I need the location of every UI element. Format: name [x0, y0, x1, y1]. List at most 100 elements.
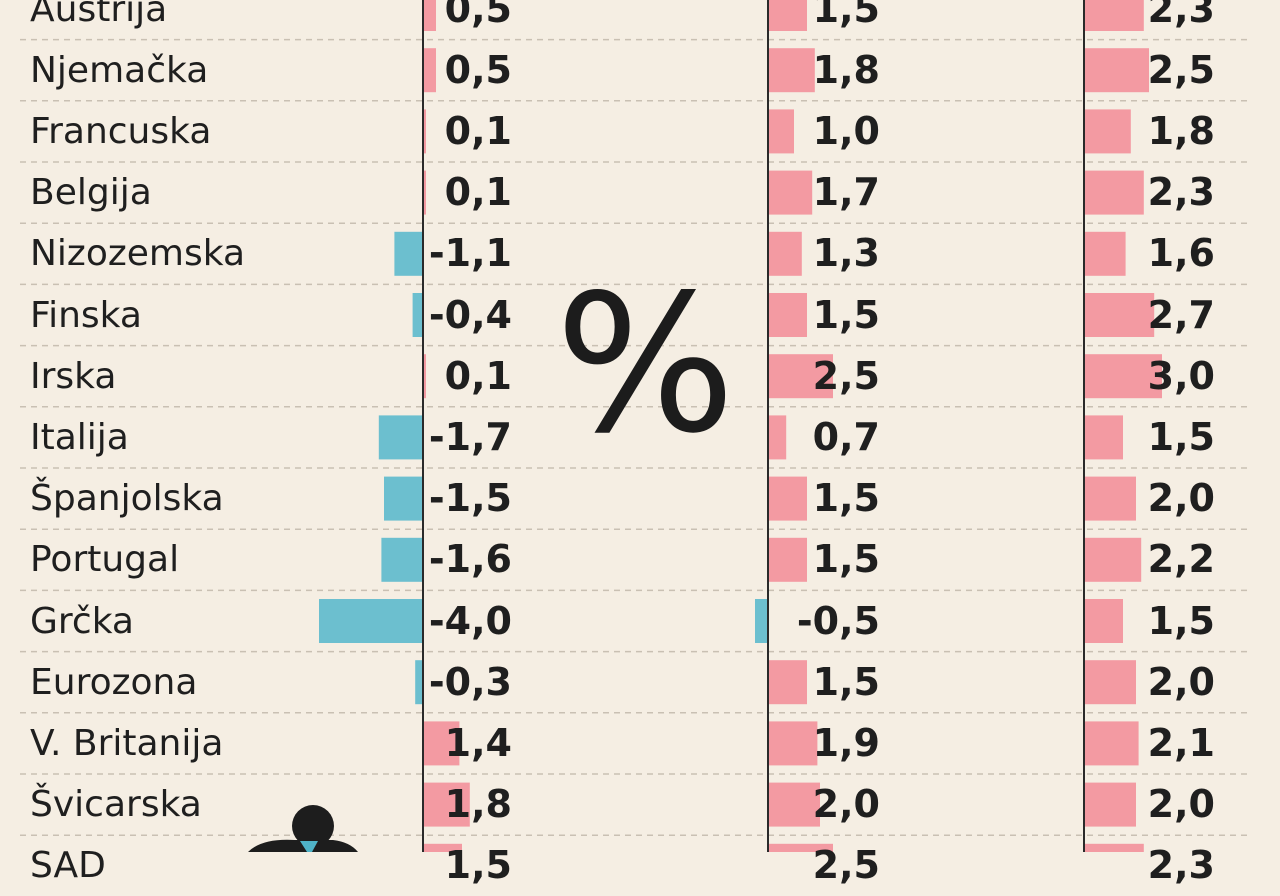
data-label: 1,5	[444, 843, 512, 888]
data-label: 2,3	[1147, 0, 1215, 31]
bar	[1084, 354, 1162, 399]
bar	[378, 415, 423, 460]
data-label: 1,5	[1147, 414, 1215, 459]
data-label: 2,3	[1147, 170, 1215, 215]
bar	[1084, 660, 1136, 705]
bar	[423, 170, 426, 215]
data-label: 0,1	[444, 353, 512, 398]
bar	[1084, 476, 1136, 521]
data-label: 1,4	[444, 720, 512, 765]
bar	[768, 48, 815, 93]
category-label: Portugal	[30, 539, 180, 581]
bar	[768, 782, 820, 827]
category-label: SAD	[30, 845, 106, 887]
bar	[1084, 537, 1142, 582]
data-label: -4,0	[428, 598, 512, 643]
data-label: 2,1	[1147, 720, 1215, 765]
data-label: -1,1	[428, 231, 512, 276]
bar	[1084, 170, 1144, 215]
bar	[1084, 48, 1149, 93]
data-label: 1,5	[812, 537, 880, 582]
data-label: 1,9	[812, 720, 880, 765]
data-label: 2,0	[1147, 476, 1215, 521]
data-label: -1,7	[428, 414, 512, 459]
bar	[1084, 721, 1139, 766]
data-label: 1,8	[1147, 108, 1215, 153]
data-label: 2,2	[1147, 537, 1215, 582]
category-label: Finska	[30, 294, 142, 336]
bar	[768, 109, 794, 154]
data-label: 2,0	[1147, 659, 1215, 704]
data-label: 2,5	[812, 843, 880, 888]
data-label: -0,5	[796, 598, 880, 643]
category-label: Austrija	[30, 0, 168, 30]
data-label: 1,8	[812, 47, 880, 92]
category-label: Irska	[30, 355, 117, 397]
data-label: 1,0	[812, 108, 880, 153]
data-label: 2,5	[1147, 47, 1215, 92]
data-label: 1,5	[812, 476, 880, 521]
bar	[768, 293, 807, 337]
category-label: Španjolska	[30, 478, 224, 520]
data-label: 1,5	[812, 292, 880, 337]
bar	[1084, 415, 1123, 460]
category-label: Švicarska	[30, 784, 202, 826]
category-label: Belgija	[30, 172, 152, 214]
bar	[755, 599, 768, 643]
data-label: -1,5	[428, 476, 512, 521]
bar	[423, 782, 470, 827]
data-label: 1,5	[812, 659, 880, 704]
data-label: 2,3	[1147, 843, 1215, 888]
category-label: Eurozona	[30, 661, 198, 703]
bar	[768, 721, 818, 766]
bar	[423, 109, 426, 154]
data-label: 1,5	[1147, 598, 1215, 643]
category-label: Nizozemska	[30, 233, 245, 275]
bar	[768, 476, 807, 521]
bar	[412, 293, 423, 337]
data-label: 3,0	[1147, 353, 1215, 398]
data-label: 1,5	[812, 0, 880, 31]
data-label: 0,7	[812, 414, 880, 459]
bar	[768, 354, 833, 399]
bar	[768, 660, 807, 705]
bar	[768, 415, 787, 460]
bar	[1084, 293, 1155, 337]
category-label: Italija	[30, 416, 129, 458]
bar	[394, 231, 423, 276]
data-label: 1,3	[812, 231, 880, 276]
data-label: 2,0	[812, 782, 880, 827]
bar	[423, 0, 436, 31]
bar	[768, 231, 802, 276]
category-label: Francuska	[30, 110, 212, 152]
data-label: 1,7	[812, 170, 880, 215]
data-label: 2,5	[812, 353, 880, 398]
category-label: V. Britanija	[30, 722, 224, 764]
person-silhouette-head	[292, 805, 334, 847]
data-label: -0,3	[428, 659, 512, 704]
data-label: 2,7	[1147, 292, 1215, 337]
person-silhouette-collar	[300, 841, 318, 852]
bar	[319, 599, 423, 643]
bar	[423, 721, 460, 766]
bar	[1084, 782, 1136, 827]
bar	[423, 48, 436, 93]
data-label: 0,5	[444, 47, 512, 92]
data-label: -0,4	[428, 292, 512, 337]
person-silhouette-body	[248, 839, 358, 852]
bar	[415, 660, 423, 705]
percent-symbol: %	[555, 254, 736, 475]
bar	[1084, 231, 1126, 276]
data-label: 0,1	[444, 170, 512, 215]
data-label: -1,6	[428, 537, 512, 582]
category-label: Grčka	[30, 600, 134, 642]
bar	[768, 170, 813, 215]
data-label: 0,1	[444, 108, 512, 153]
data-label: 0,5	[444, 0, 512, 31]
bar	[423, 354, 426, 399]
category-label: Njemačka	[30, 49, 209, 91]
bar	[1084, 0, 1144, 31]
bar	[384, 476, 423, 521]
bar	[381, 537, 423, 582]
bar	[1084, 109, 1131, 154]
